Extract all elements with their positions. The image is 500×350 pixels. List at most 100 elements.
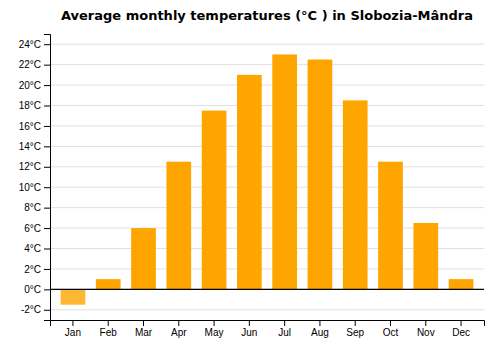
x-tick-label: Nov — [417, 327, 435, 338]
y-tick-mark — [44, 187, 50, 188]
grid-line — [50, 64, 484, 65]
y-tick-mark — [44, 146, 50, 147]
y-tick: 4°C — [24, 243, 50, 254]
y-tick-label: 22°C — [19, 59, 41, 70]
y-tick: -2°C — [21, 304, 50, 315]
y-tick-label: 16°C — [19, 121, 41, 132]
x-tick-label: Jun — [241, 327, 257, 338]
baseline — [50, 289, 484, 290]
y-tick-label: 8°C — [24, 202, 41, 213]
x-tick-label: Jan — [65, 327, 81, 338]
y-tick: 14°C — [19, 141, 50, 152]
y-tick: 0°C — [24, 284, 50, 295]
y-tick-mark — [44, 289, 50, 290]
y-tick: 10°C — [19, 182, 50, 193]
x-tick-mark — [72, 320, 73, 326]
y-tick: 8°C — [24, 202, 50, 213]
y-tick-label: 10°C — [19, 182, 41, 193]
bar — [237, 75, 262, 290]
x-tick-label: Oct — [383, 327, 399, 338]
x-tick: Aug — [311, 320, 329, 338]
x-tick: Feb — [100, 320, 118, 338]
grid-line — [50, 289, 484, 290]
grid-line — [50, 166, 484, 167]
x-tick-label: Jul — [278, 327, 291, 338]
x-tick-mark — [178, 320, 179, 326]
bars — [50, 54, 484, 304]
grid-line — [50, 85, 484, 86]
x-tick-label: Sep — [346, 327, 364, 338]
grid-line — [50, 207, 484, 208]
x-tick-label: May — [205, 327, 224, 338]
y-tick-mark — [44, 126, 50, 127]
x-tick-mark — [214, 320, 215, 326]
y-axis-line — [44, 35, 51, 321]
bar — [413, 223, 438, 289]
x-tick: Oct — [383, 320, 399, 338]
x-tick-mark — [355, 320, 356, 326]
x-tick-label: Apr — [171, 327, 187, 338]
x-tick: May — [205, 320, 224, 338]
grid-line — [50, 125, 484, 126]
x-tick-mark — [108, 320, 109, 326]
x-tick: Sep — [346, 320, 364, 338]
bar — [378, 162, 403, 290]
bar — [61, 289, 86, 304]
title: Average monthly temperatures (°C ) in Sl… — [61, 8, 473, 23]
x-tick: Mar — [135, 320, 153, 338]
bar — [449, 279, 474, 289]
x-tick-label: Mar — [135, 327, 153, 338]
y-tick-mark — [44, 208, 50, 209]
y-tick: 16°C — [19, 121, 50, 132]
y-tick: 24°C — [19, 39, 50, 50]
y-tick-label: 18°C — [19, 100, 41, 111]
y-axis: -2°C0°C2°C4°C6°C8°C10°C12°C14°C16°C18°C2… — [19, 35, 51, 321]
y-tick-mark — [44, 310, 50, 311]
x-tick: Apr — [171, 320, 187, 338]
y-tick-mark — [44, 85, 50, 86]
grid-line — [50, 146, 484, 147]
x-axis-line — [51, 321, 485, 327]
chart-container: -2°C0°C2°C4°C6°C8°C10°C12°C14°C16°C18°C2… — [0, 0, 500, 350]
grid-line — [50, 44, 484, 45]
y-tick-label: 2°C — [24, 264, 41, 275]
y-tick-label: 4°C — [24, 243, 41, 254]
y-tick-label: 0°C — [24, 284, 41, 295]
y-tick-mark — [44, 44, 50, 45]
grid-line — [50, 105, 484, 106]
grid-line — [50, 187, 484, 188]
y-tick: 20°C — [19, 80, 50, 91]
x-tick-mark — [249, 320, 250, 326]
y-tick: 2°C — [24, 264, 50, 275]
bar — [272, 54, 297, 289]
plot-area: -2°C0°C2°C4°C6°C8°C10°C12°C14°C16°C18°C2… — [19, 35, 485, 339]
x-tick: Jun — [241, 320, 257, 338]
y-tick-mark — [44, 106, 50, 107]
x-tick-mark — [461, 320, 462, 326]
y-tick-label: 12°C — [19, 161, 41, 172]
x-tick: Jan — [65, 320, 81, 338]
chart-svg: -2°C0°C2°C4°C6°C8°C10°C12°C14°C16°C18°C2… — [0, 0, 500, 350]
x-tick: Jul — [278, 320, 291, 338]
y-tick-label: 14°C — [19, 141, 41, 152]
y-tick: 22°C — [19, 59, 50, 70]
bar — [202, 111, 227, 290]
grid-line — [50, 309, 484, 310]
x-tick-label: Aug — [311, 327, 329, 338]
x-axis: Jan Feb Mar Apr May Jun Jul Aug Sep Oct Nov Dec — [51, 320, 485, 338]
x-tick-mark — [143, 320, 144, 326]
x-tick-mark — [390, 320, 391, 326]
bar — [96, 279, 121, 289]
y-tick: 18°C — [19, 100, 50, 111]
y-tick-mark — [44, 228, 50, 229]
bar — [308, 60, 333, 290]
x-tick-mark — [284, 320, 285, 326]
y-tick-label: 24°C — [19, 39, 41, 50]
x-tick-mark — [425, 320, 426, 326]
y-tick-mark — [44, 249, 50, 250]
x-tick: Dec — [452, 320, 470, 338]
x-tick: Nov — [417, 320, 435, 338]
grid — [50, 44, 484, 310]
x-tick-label: Dec — [452, 327, 470, 338]
y-tick-label: -2°C — [21, 304, 41, 315]
